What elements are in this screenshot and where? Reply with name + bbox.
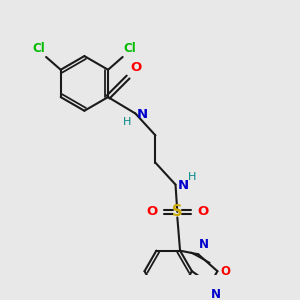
Text: S: S xyxy=(172,204,183,219)
Text: O: O xyxy=(130,61,141,74)
Text: N: N xyxy=(211,288,221,300)
Text: O: O xyxy=(146,206,157,218)
Text: N: N xyxy=(199,238,209,251)
Text: N: N xyxy=(137,108,148,121)
Text: Cl: Cl xyxy=(124,42,136,55)
Text: Cl: Cl xyxy=(32,42,45,55)
Text: N: N xyxy=(177,179,188,192)
Text: H: H xyxy=(188,172,196,182)
Text: O: O xyxy=(220,265,230,278)
Text: O: O xyxy=(197,206,208,218)
Text: H: H xyxy=(122,117,131,127)
